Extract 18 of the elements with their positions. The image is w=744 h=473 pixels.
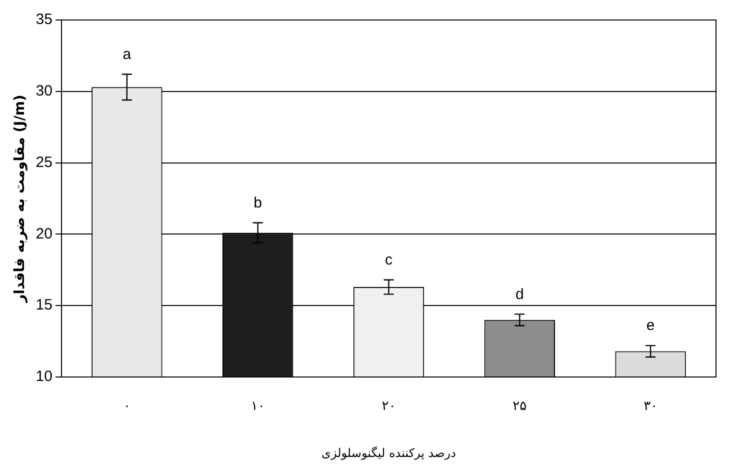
- y-tick-label: 35: [36, 11, 52, 28]
- y-tick-label: 20: [36, 225, 52, 242]
- annotation: b: [254, 194, 262, 212]
- annotation: c: [384, 252, 393, 269]
- annotation: e: [646, 317, 655, 334]
- y-tick-label: 15: [36, 296, 52, 314]
- y-axis-title: مقاومت به ضربه فاقدار (J/m): [12, 94, 28, 304]
- y-tick-label: 30: [36, 82, 52, 100]
- y-tick-label: 25: [36, 154, 52, 171]
- annotation: a: [122, 46, 132, 63]
- x-axis-title: درصد پرکننده لیگنوسلولزی: [322, 446, 456, 460]
- x-tick-label: ۰: [123, 399, 130, 414]
- x-tick-label: ۲۰: [382, 399, 396, 414]
- annotation: d: [515, 286, 524, 303]
- x-tick-label: ۲۵: [512, 399, 527, 414]
- y-tick-label: 10: [36, 368, 52, 386]
- x-tick-label: ۱۰: [250, 399, 265, 414]
- x-tick-label: ۳۰: [644, 399, 658, 414]
